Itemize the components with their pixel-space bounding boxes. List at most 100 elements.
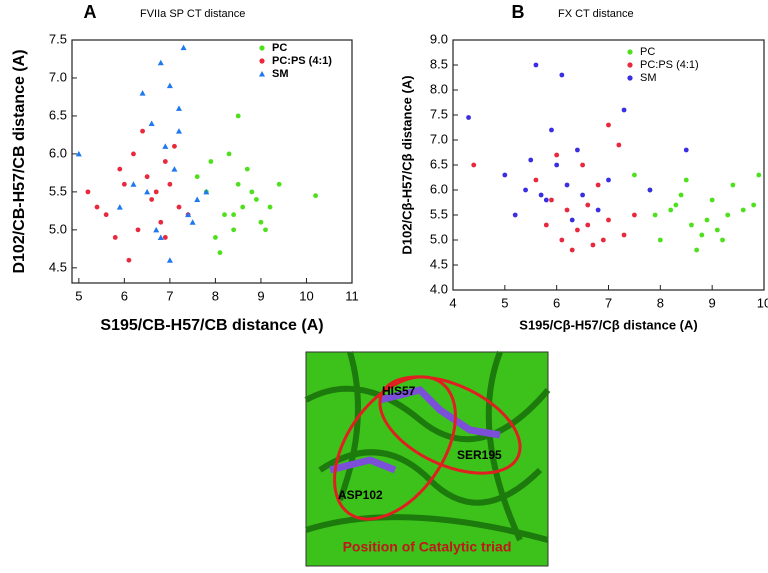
point: [153, 226, 160, 233]
point: [714, 227, 720, 233]
x-tick-label: 10: [299, 288, 313, 303]
y-tick-label: 7.0: [49, 69, 67, 84]
point: [689, 222, 694, 228]
point: [595, 182, 601, 188]
point: [258, 219, 264, 225]
point: [263, 227, 268, 233]
point: [699, 232, 705, 238]
point: [678, 192, 684, 198]
x-tick-label: 9: [257, 288, 264, 303]
panel-label: A: [84, 2, 97, 22]
point: [580, 192, 585, 198]
point: [217, 250, 223, 256]
point: [171, 166, 178, 172]
point: [559, 72, 565, 78]
point: [538, 192, 544, 198]
point: [564, 182, 570, 188]
point: [226, 151, 232, 157]
point: [616, 142, 622, 148]
point: [175, 128, 182, 134]
point: [117, 166, 123, 172]
point: [162, 235, 168, 240]
point: [175, 105, 182, 111]
point: [94, 204, 100, 210]
point: [166, 257, 173, 263]
chart-title: FX CT distance: [558, 8, 634, 20]
residue-label: HIS57: [382, 384, 416, 398]
point: [704, 217, 710, 223]
legend-label: SM: [272, 68, 289, 80]
point: [235, 113, 241, 119]
point: [575, 147, 580, 153]
x-tick-label: 9: [709, 295, 716, 310]
point: [632, 172, 637, 178]
point: [621, 107, 627, 113]
x-tick-label: 11: [345, 288, 359, 303]
point: [112, 235, 118, 240]
point: [673, 202, 679, 208]
point: [194, 174, 200, 180]
point: [172, 143, 177, 149]
point: [131, 151, 136, 157]
y-tick-label: 6.0: [430, 181, 448, 196]
y-tick-label: 6.0: [49, 145, 67, 160]
y-tick-label: 7.0: [430, 131, 448, 146]
point: [240, 204, 246, 210]
point: [569, 217, 575, 223]
point: [176, 204, 182, 210]
point: [139, 90, 146, 96]
point: [231, 227, 237, 233]
point: [585, 222, 591, 228]
point: [543, 197, 549, 203]
y-tick-label: 7.5: [430, 106, 448, 121]
point: [725, 212, 731, 218]
point: [157, 234, 164, 240]
legend-label: PC:PS (4:1): [272, 55, 332, 67]
y-tick-label: 5.5: [430, 206, 448, 221]
point: [276, 181, 282, 187]
point: [580, 162, 585, 168]
y-tick-label: 8.0: [430, 81, 448, 96]
point: [471, 162, 477, 168]
point: [720, 237, 725, 243]
point: [167, 181, 173, 187]
point: [709, 197, 715, 203]
point: [135, 227, 141, 233]
point: [600, 237, 606, 243]
point: [231, 212, 237, 218]
point: [158, 219, 164, 225]
x-tick-label: 8: [657, 295, 664, 310]
y-tick-label: 4.0: [430, 281, 448, 296]
point: [148, 120, 155, 127]
point: [590, 242, 596, 248]
point: [657, 237, 663, 243]
point: [116, 204, 123, 210]
plot-frame: [452, 39, 765, 291]
point: [652, 212, 658, 218]
y-tick-label: 4.5: [430, 256, 448, 271]
point: [595, 207, 601, 213]
y-tick-label: 9.0: [430, 31, 448, 46]
point: [606, 177, 611, 183]
point: [180, 44, 187, 51]
point: [694, 247, 700, 253]
point: [606, 122, 611, 128]
x-tick-label: 7: [166, 288, 173, 303]
point: [75, 150, 82, 157]
point: [730, 182, 736, 188]
point: [543, 222, 549, 228]
point: [140, 128, 145, 134]
legend-label: PC:PS (4:1): [640, 59, 699, 71]
legend-label: PC: [272, 42, 287, 54]
legend-label: SM: [640, 72, 657, 84]
point: [267, 204, 273, 210]
legend-marker: [627, 49, 633, 55]
y-axis-title: D102/CB-H57/CB distance (A): [11, 49, 28, 273]
y-tick-label: 5.0: [49, 221, 67, 236]
point: [569, 247, 575, 253]
x-axis-title: S195/CB-H57/CB distance (A): [100, 317, 323, 334]
point: [162, 159, 168, 164]
highlight-ellipse: [333, 375, 457, 521]
plot-frame: [71, 39, 353, 284]
